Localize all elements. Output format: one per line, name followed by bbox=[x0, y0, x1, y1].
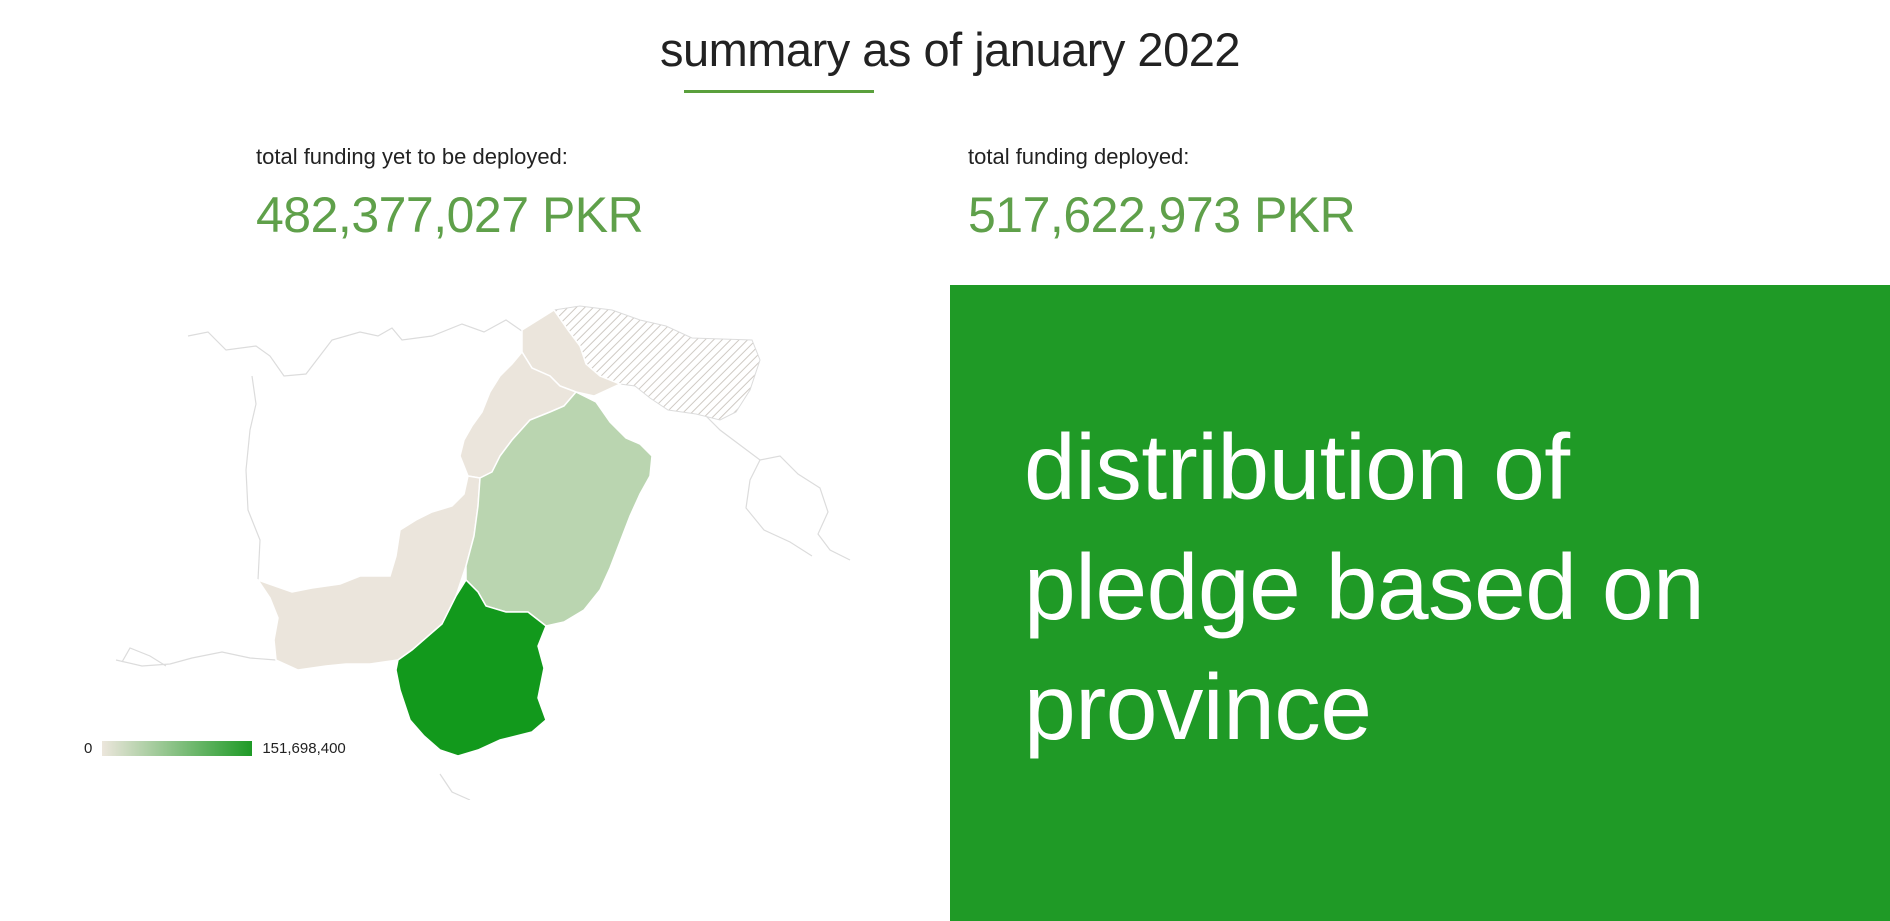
funding-deployed-value: 517,622,973 PKR bbox=[968, 187, 1356, 243]
funding-deployed-label: total funding deployed: bbox=[968, 144, 1190, 169]
funding-yet-to-deploy-stat: total funding yet to be deployed: 482,37… bbox=[256, 144, 644, 244]
province-sindh bbox=[395, 578, 547, 757]
india-border-inner bbox=[745, 459, 813, 557]
panel-heading: distribution of pledge based on province bbox=[1024, 415, 1705, 759]
india-border bbox=[699, 409, 851, 561]
province-map bbox=[60, 280, 860, 800]
coast-south bbox=[439, 773, 471, 800]
coast-west bbox=[115, 651, 277, 667]
afghanistan-border bbox=[187, 319, 533, 377]
legend-max-value: 151,698,400 bbox=[262, 739, 346, 757]
iran-border bbox=[245, 375, 261, 581]
page-title: summary as of january 2022 bbox=[659, 23, 1241, 76]
neighbour-borders bbox=[115, 319, 851, 800]
legend-gradient-bar bbox=[102, 740, 253, 756]
title-underline bbox=[684, 90, 874, 93]
distribution-panel: distribution of pledge based on province bbox=[950, 285, 1890, 921]
gulf-outline bbox=[121, 647, 167, 667]
funding-deployed-stat: total funding deployed: 517,622,973 PKR bbox=[968, 144, 1356, 244]
legend-min-value: 0 bbox=[84, 739, 93, 757]
funding-yet-to-deploy-label: total funding yet to be deployed: bbox=[256, 144, 568, 169]
pakistan-map-svg bbox=[115, 305, 851, 800]
funding-yet-to-deploy-value: 482,377,027 PKR bbox=[256, 187, 644, 243]
map-legend: 0 151,698,400 bbox=[84, 739, 346, 757]
